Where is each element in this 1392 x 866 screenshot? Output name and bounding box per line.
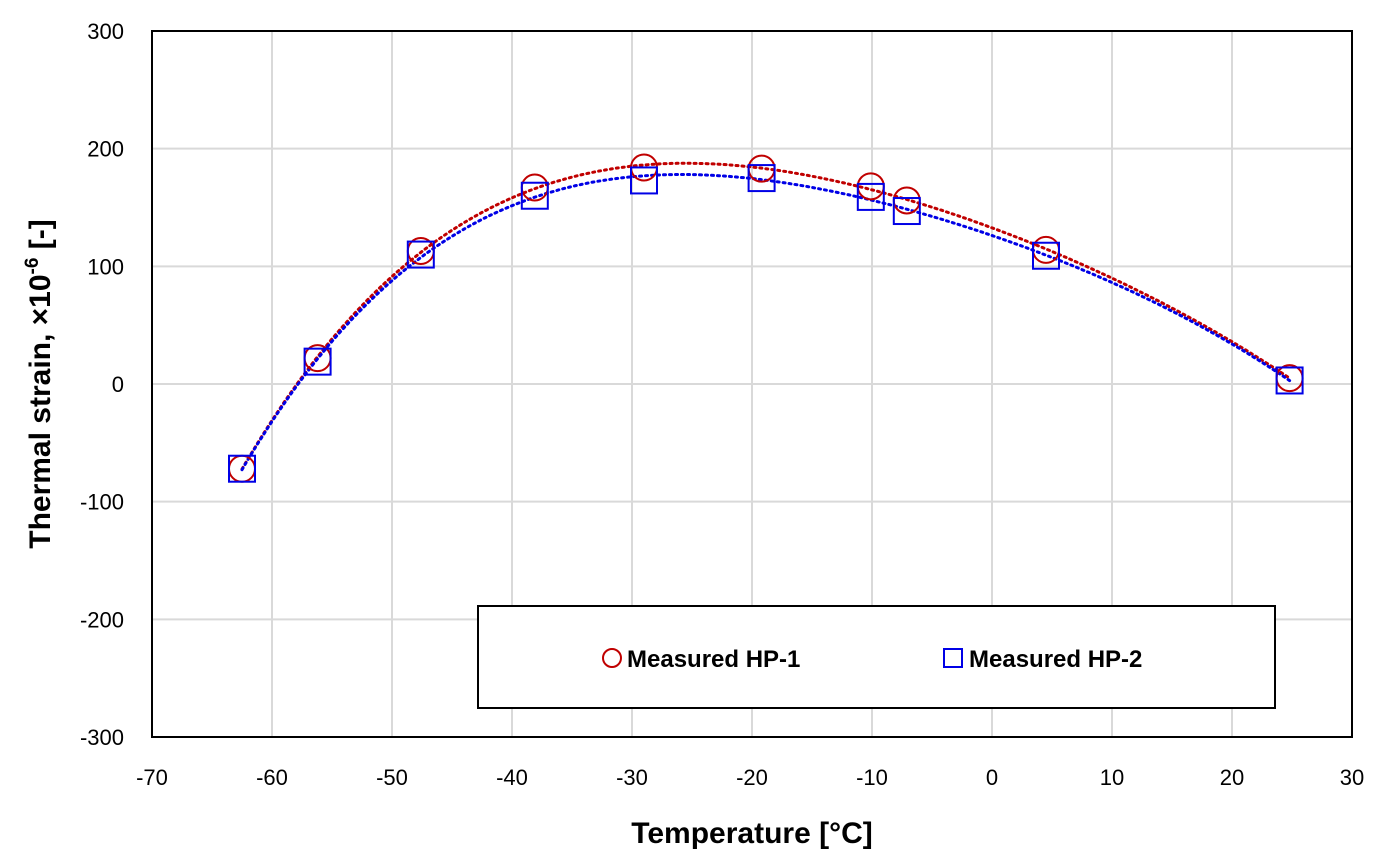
y-tick-label: 100 (87, 254, 124, 279)
data-point-hp2 (892, 197, 921, 226)
trendline-1 (240, 161, 1292, 471)
y-tick-label: -300 (80, 725, 124, 750)
y-axis-title-exponent: -6 (22, 258, 43, 275)
y-axis-tick-labels: -300 -200 -100 0 100 200 300 (80, 19, 124, 750)
data-point-hp1 (1275, 364, 1304, 393)
data-point-hp2 (747, 164, 776, 193)
data-point-hp2 (630, 166, 658, 195)
x-tick-label: -40 (496, 765, 528, 790)
x-tick-label: 0 (986, 765, 998, 790)
x-tick-label: 20 (1220, 765, 1244, 790)
data-point-hp2 (1275, 366, 1304, 395)
x-tick-label: -70 (136, 765, 168, 790)
x-tick-label: -30 (616, 765, 648, 790)
data-point-hp1 (1032, 235, 1060, 264)
y-tick-label: 300 (87, 19, 124, 44)
legend-label-hp1: Measured HP-1 (627, 646, 800, 673)
legend-box (477, 605, 1276, 709)
data-point-hp2 (1032, 241, 1060, 270)
y-tick-label: -200 (80, 607, 124, 632)
data-point-hp2 (228, 454, 256, 483)
x-axis-title: Temperature [°C] (631, 817, 872, 850)
x-tick-label: 30 (1340, 765, 1364, 790)
legend-marker-hp1 (602, 648, 622, 668)
data-point-hp2 (303, 347, 332, 376)
y-axis-title-main: Thermal strain, ×10 (24, 274, 57, 548)
y-tick-label: 200 (87, 137, 124, 162)
legend: Measured HP-1 Measured HP-2 (477, 605, 1276, 709)
data-point-hp2 (856, 182, 885, 211)
data-markers (228, 153, 1304, 483)
trendline-2 (240, 173, 1292, 472)
x-tick-label: -60 (256, 765, 288, 790)
plot-area-border (151, 30, 1353, 738)
trendlines (240, 161, 1292, 472)
legend-marker-hp2 (943, 648, 963, 668)
data-point-hp2 (520, 181, 549, 210)
x-tick-label: -10 (856, 765, 888, 790)
legend-label-hp2: Measured HP-2 (969, 646, 1142, 673)
x-tick-label: -50 (376, 765, 408, 790)
x-axis-tick-labels: -70 -60 -50 -40 -30 -20 -10 0 10 20 30 (136, 765, 1364, 790)
data-point-hp2 (406, 240, 435, 269)
y-axis-title-unit: [-] (24, 219, 57, 257)
x-tick-label: -20 (736, 765, 768, 790)
y-tick-label: 0 (112, 372, 124, 397)
y-tick-label: -100 (80, 490, 124, 515)
x-tick-label: 10 (1100, 765, 1124, 790)
y-axis-title: Thermal strain, ×10-6 [-] (22, 219, 57, 549)
